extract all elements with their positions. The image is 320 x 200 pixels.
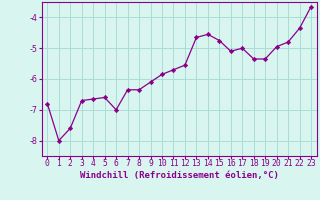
X-axis label: Windchill (Refroidissement éolien,°C): Windchill (Refroidissement éolien,°C) (80, 171, 279, 180)
